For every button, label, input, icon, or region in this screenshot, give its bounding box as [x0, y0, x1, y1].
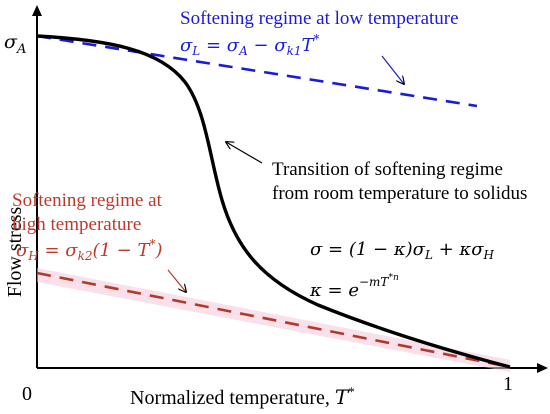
high-temp-softening-line	[36, 271, 511, 369]
x-axis-label: Normalized temperature, T*	[130, 384, 355, 409]
y-tick-sigma-a: σA	[4, 31, 26, 57]
kappa-equation: κ = e−mT*n	[309, 273, 399, 301]
transition-line-2: from room temperature to solidus	[272, 183, 527, 204]
low-temp-arrow	[381, 55, 404, 84]
transition-line-1: Transition of softening regime	[272, 159, 503, 180]
flow-stress-curve	[36, 34, 511, 369]
x-origin-label: 0	[22, 383, 32, 405]
low-temp-softening-line	[36, 34, 478, 108]
y-axis-arrowhead	[32, 5, 42, 16]
high-temp-arrow	[167, 269, 186, 292]
mixing-equation: σ = (1 − κ)σL + κσH	[310, 239, 495, 262]
low-temp-equation: σL = σA − σk1T*	[180, 32, 319, 58]
high-temp-line-2: high temperature	[12, 214, 141, 235]
x-axis-arrowhead	[537, 363, 548, 373]
x-end-label: 1	[503, 373, 513, 395]
high-temp-equation: σH = σk2(1 − T*)	[16, 237, 163, 263]
high-temp-line-1: Softening regime at	[12, 190, 163, 211]
y-axis-label: Flow stress	[4, 207, 26, 298]
transition-arrow	[226, 142, 263, 164]
low-temp-title: Softening regime at low temperature	[180, 8, 459, 29]
axes	[32, 5, 548, 373]
